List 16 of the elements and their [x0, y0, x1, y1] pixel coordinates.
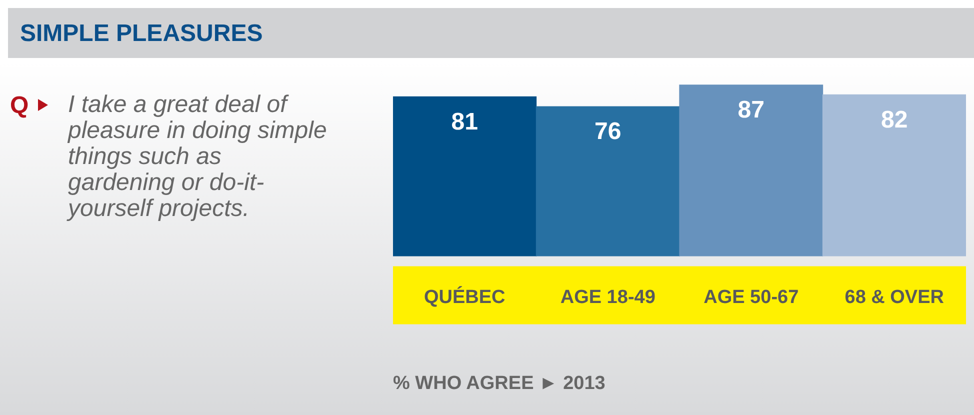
data-label: 82 [881, 106, 908, 134]
bar [679, 84, 824, 256]
text: I take a great deal of pleasure in doing simple things such as gardening or do-it-yourself projects. [68, 91, 328, 222]
text: Q [10, 92, 29, 120]
text: SIMPLE PLEASURES [20, 20, 263, 48]
text: % WHO AGREE ► 2013 [393, 373, 606, 395]
bar [536, 106, 680, 256]
x-tick-label: AGE 18-49 [560, 286, 656, 308]
data-label: 81 [451, 108, 478, 136]
bar [393, 96, 537, 256]
x-tick-label: 68 & OVER [844, 286, 944, 308]
data-label: 76 [594, 118, 622, 146]
x-tick-label: AGE 50-67 [704, 286, 799, 308]
x-tick-label: QUÉBEC [424, 286, 506, 308]
bar [822, 94, 966, 256]
data-label: 87 [738, 96, 764, 124]
